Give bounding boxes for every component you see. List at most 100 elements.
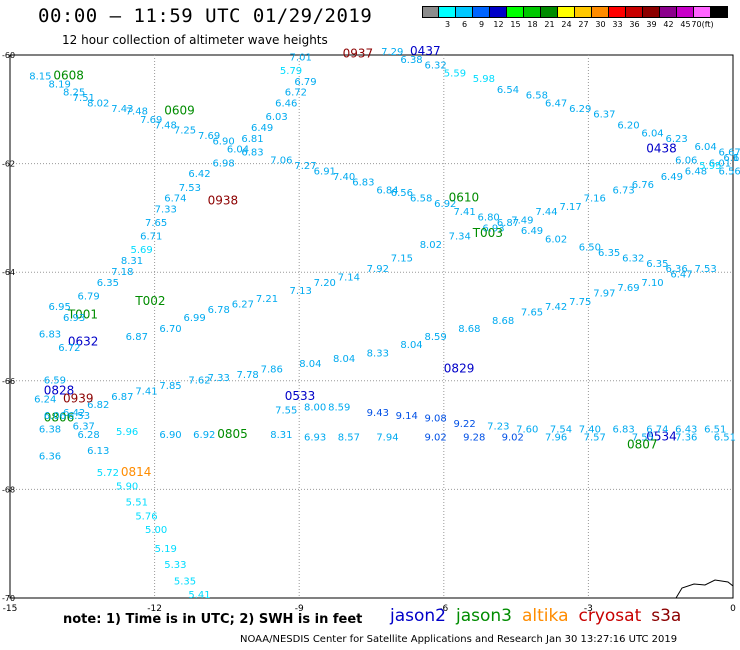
colorbar-label: 45 bbox=[680, 20, 691, 29]
colorbar-cell: 12 bbox=[490, 6, 507, 29]
swh-value: 6.49 bbox=[251, 123, 273, 134]
colorbar-swatch bbox=[711, 6, 728, 18]
swh-value: 7.23 bbox=[487, 422, 509, 433]
colorbar-cell: 9 bbox=[473, 6, 490, 29]
colorbar-swatch bbox=[490, 6, 507, 18]
swh-value: 5.59 bbox=[444, 69, 466, 80]
swh-value: 8.00 bbox=[304, 403, 326, 414]
swh-value: 6.27 bbox=[232, 299, 254, 310]
swh-value: 7.44 bbox=[535, 207, 557, 218]
colorbar-swatch bbox=[439, 6, 456, 18]
swh-value: 6.29 bbox=[569, 104, 591, 115]
swh-value: 6.49 bbox=[661, 172, 683, 183]
colorbar-label: 27 bbox=[578, 20, 589, 29]
swh-value: 5.76 bbox=[135, 511, 157, 522]
swh-value: 6.43 bbox=[675, 424, 697, 435]
colorbar-label: 6 bbox=[461, 20, 468, 29]
legend-item-altika: altika bbox=[522, 606, 569, 626]
swh-value: 6.04 bbox=[227, 145, 249, 156]
legend-item-s3a: s3a bbox=[651, 606, 682, 626]
swh-value: 8.04 bbox=[333, 354, 355, 365]
footnote: note: 1) Time is in UTC; 2) SWH is in fe… bbox=[63, 612, 363, 627]
swh-value: 7.62 bbox=[188, 376, 210, 387]
swh-value: 6.24 bbox=[34, 395, 56, 406]
colorbar-cell: 36 bbox=[626, 6, 643, 29]
lon-tick-label: -3 bbox=[584, 604, 593, 614]
swh-value: 8.59 bbox=[425, 332, 447, 343]
pass-time-label: 0437 bbox=[410, 44, 441, 58]
colorbar-swatch bbox=[575, 6, 592, 18]
pass-time-label: 0533 bbox=[285, 389, 316, 403]
swh-value: 6.54 bbox=[497, 85, 519, 96]
colorbar-label: 33 bbox=[612, 20, 623, 29]
pass-time-label: 0608 bbox=[53, 68, 84, 82]
swh-value: 8.04 bbox=[299, 359, 321, 370]
swh-value: 5.96 bbox=[116, 427, 138, 438]
colorbar-label: 15 bbox=[510, 20, 521, 29]
swh-value: 6.38 bbox=[39, 424, 61, 435]
swh-value: 6.35 bbox=[646, 259, 668, 270]
swh-value: 7.27 bbox=[294, 161, 316, 172]
colorbar-cell: 39 bbox=[643, 6, 660, 29]
swh-value: 7.33 bbox=[155, 204, 177, 215]
credit-footer: NOAA/NESDIS Center for Satellite Applica… bbox=[240, 634, 678, 645]
swh-value: 5.79 bbox=[280, 66, 302, 77]
swh-value: 7.97 bbox=[593, 289, 615, 300]
swh-value: 6.91 bbox=[314, 166, 336, 177]
swh-value: 6.28 bbox=[77, 430, 99, 441]
swh-value: 8.31 bbox=[270, 430, 292, 441]
colorbar-cell: 3 bbox=[439, 6, 456, 29]
swh-value: 5.69 bbox=[131, 245, 153, 256]
colorbar-swatch bbox=[592, 6, 609, 18]
swh-value: 6.56 bbox=[391, 188, 413, 199]
swh-value: 6.06 bbox=[675, 156, 697, 167]
swh-value: 7.40 bbox=[333, 172, 355, 183]
swh-value: 6.32 bbox=[425, 61, 447, 72]
swh-value: 7.13 bbox=[290, 286, 312, 297]
swh-value: 5.35 bbox=[174, 576, 196, 587]
colorbar-swatch bbox=[609, 6, 626, 18]
swh-value: 6.47 bbox=[670, 270, 692, 281]
legend-item-jason3: jason3 bbox=[456, 606, 512, 626]
swh-value: 7.17 bbox=[559, 202, 581, 213]
swh-value: 5.33 bbox=[164, 560, 186, 571]
swh-value: 7.65 bbox=[145, 218, 167, 229]
swh-value: 8.02 bbox=[87, 99, 109, 110]
swh-value: 7.65 bbox=[521, 308, 543, 319]
swh-value: 6.81 bbox=[241, 134, 263, 145]
colorbar-cell: 45 bbox=[677, 6, 694, 29]
coastline bbox=[675, 579, 734, 599]
swh-value: 7.60 bbox=[516, 424, 538, 435]
swh-value: 8.33 bbox=[367, 348, 389, 359]
pass-time-label: T003 bbox=[472, 226, 503, 240]
swh-value: 7.33 bbox=[208, 373, 230, 384]
swh-value: 7.75 bbox=[569, 297, 591, 308]
page-title: 00:00 – 11:59 UTC 01/29/2019 bbox=[38, 5, 373, 27]
pass-time-label: 0939 bbox=[63, 392, 94, 406]
colorbar-cell: 6 bbox=[456, 6, 473, 29]
swh-value: 6.35 bbox=[97, 278, 119, 289]
swh-value: 6.83 bbox=[613, 424, 635, 435]
lat-tick-label: -64 bbox=[2, 268, 15, 277]
colorbar-cell: 30 bbox=[592, 6, 609, 29]
swh-value: 6.83 bbox=[39, 329, 61, 340]
swh-value: 6.71 bbox=[140, 232, 162, 243]
colorbar-swatch bbox=[456, 6, 473, 18]
colorbar-cell: 15 bbox=[507, 6, 524, 29]
lat-tick-label: -70 bbox=[2, 594, 15, 603]
swh-value: 8.68 bbox=[492, 316, 514, 327]
swh-value: 7.53 bbox=[179, 183, 201, 194]
swh-value: 6.56 bbox=[719, 166, 740, 177]
pass-time-label: 0632 bbox=[68, 335, 99, 349]
swh-value: 6.37 bbox=[593, 109, 615, 120]
swh-value: 7.10 bbox=[641, 278, 663, 289]
swh-value: 6.99 bbox=[184, 313, 206, 324]
lon-tick-label: -6 bbox=[439, 604, 448, 614]
page-subtitle: 12 hour collection of altimeter wave hei… bbox=[62, 33, 328, 47]
swh-value: 7.69 bbox=[198, 131, 220, 142]
pass-time-label: 0829 bbox=[444, 362, 475, 376]
swh-value: 6.51 bbox=[704, 424, 726, 435]
colorbar-swatch bbox=[422, 6, 439, 18]
swh-value: 8.25 bbox=[63, 88, 85, 99]
swh-value: 7.43 bbox=[111, 104, 133, 115]
